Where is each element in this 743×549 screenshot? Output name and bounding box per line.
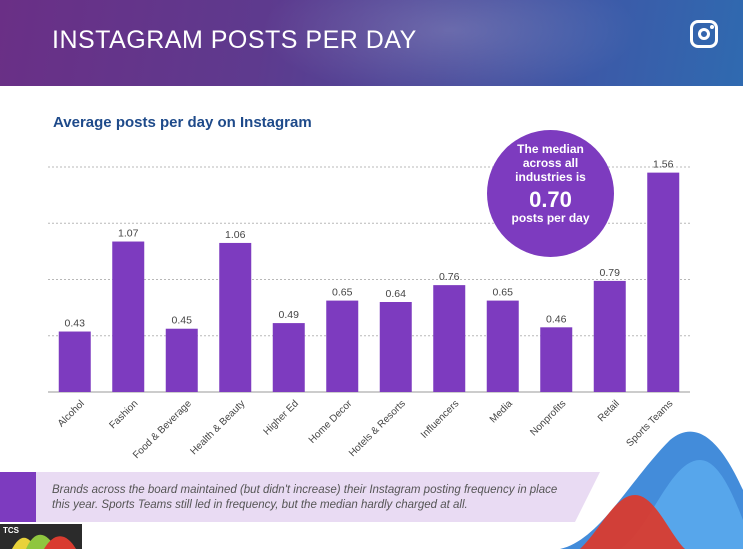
bar-health-beauty	[219, 242, 252, 392]
callout-unit: posts per day	[511, 211, 590, 225]
data-label: 1.56	[653, 159, 674, 171]
callout-value: 0.70	[529, 187, 572, 212]
instagram-icon-lens	[698, 28, 710, 40]
instagram-icon	[690, 20, 718, 48]
header-sheen	[260, 0, 640, 86]
data-label: 0.43	[65, 318, 86, 330]
bar-fashion	[112, 241, 145, 392]
data-label: 0.79	[600, 267, 621, 279]
data-label: 0.64	[386, 288, 407, 300]
bar-retail	[593, 280, 626, 392]
x-tick-label: Home Decor	[307, 398, 355, 446]
x-tick-label: Higher Ed	[262, 398, 301, 437]
bar-sports-teams	[647, 172, 680, 392]
x-tick-label: Media	[488, 398, 515, 425]
chart-title: Average posts per day on Instagram	[53, 114, 312, 131]
x-tick-label: Influencers	[419, 398, 461, 440]
data-label: 0.46	[546, 313, 567, 325]
data-label: 1.07	[118, 228, 139, 240]
bar-media	[486, 300, 519, 392]
brand-logo-text: TCS	[3, 526, 19, 535]
bar-hotels-resorts	[379, 302, 412, 392]
instagram-icon-dot	[710, 25, 714, 29]
header-banner: INSTAGRAM POSTS PER DAY	[0, 0, 743, 86]
bar-nonprofits	[540, 327, 573, 392]
data-label: 0.49	[279, 309, 300, 321]
x-tick-label: Hotels & Resorts	[347, 398, 408, 459]
callout-text: The median across all industries is	[515, 142, 586, 184]
bar-higher-ed	[272, 323, 305, 392]
footer-accent-bar	[0, 472, 36, 522]
bar-influencers	[433, 285, 466, 392]
page-title: INSTAGRAM POSTS PER DAY	[52, 26, 417, 54]
decorative-waves	[560, 431, 743, 549]
bar-food-beverage	[165, 328, 198, 392]
data-label: 0.65	[332, 287, 353, 299]
median-callout: The median across all industries is 0.70…	[487, 130, 614, 257]
x-tick-label: Health & Beauty	[188, 398, 247, 457]
brand-logo: TCS	[0, 524, 82, 549]
data-label: 0.45	[172, 315, 193, 327]
x-tick-label: Alcohol	[56, 398, 87, 429]
data-label: 1.06	[225, 229, 246, 241]
data-label: 0.65	[493, 287, 514, 299]
footer-band	[0, 472, 600, 522]
bar-home-decor	[326, 300, 359, 392]
bar-alcohol	[58, 331, 91, 392]
footer-note: Brands across the board maintained (but …	[52, 484, 558, 511]
data-label: 0.76	[439, 271, 460, 283]
logo-waves	[12, 534, 76, 549]
x-tick-label: Fashion	[107, 398, 140, 431]
x-tick-label: Food & Beverage	[131, 398, 194, 461]
